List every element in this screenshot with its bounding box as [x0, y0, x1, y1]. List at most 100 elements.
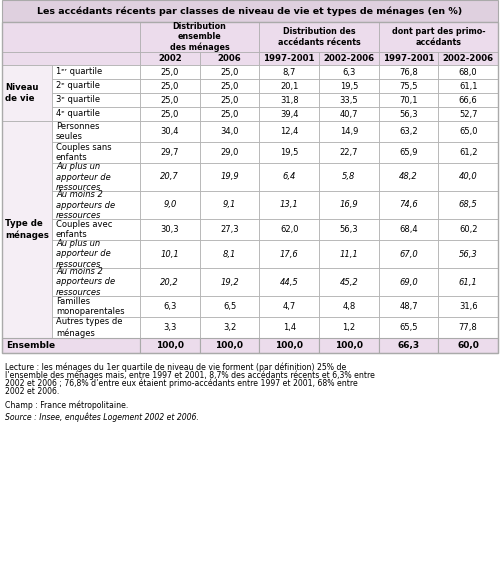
Bar: [260, 219, 319, 240]
Bar: [2, 338, 140, 353]
Text: 8,1: 8,1: [223, 249, 236, 259]
Text: 34,0: 34,0: [220, 127, 239, 136]
Bar: [378, 163, 438, 191]
Text: 4,8: 4,8: [342, 302, 355, 311]
Bar: [200, 219, 260, 240]
Bar: [260, 22, 378, 52]
Bar: [319, 317, 378, 338]
Bar: [200, 338, 260, 353]
Bar: [140, 142, 200, 163]
Bar: [52, 93, 140, 107]
Text: 68,5: 68,5: [459, 201, 477, 209]
Bar: [52, 317, 140, 338]
Text: 20,7: 20,7: [160, 172, 179, 181]
Bar: [378, 93, 438, 107]
Text: Personnes
seules: Personnes seules: [56, 122, 100, 141]
Bar: [200, 79, 260, 93]
Bar: [438, 107, 498, 121]
Text: 48,7: 48,7: [399, 302, 418, 311]
Text: 56,3: 56,3: [399, 109, 418, 119]
Text: Au plus un
apporteur de
ressources: Au plus un apporteur de ressources: [56, 162, 111, 192]
Bar: [260, 107, 319, 121]
Text: 40,7: 40,7: [340, 109, 358, 119]
Bar: [140, 79, 200, 93]
Text: 25,0: 25,0: [220, 109, 238, 119]
Bar: [200, 52, 260, 65]
Bar: [438, 52, 498, 65]
Text: 77,8: 77,8: [459, 323, 477, 332]
Bar: [438, 296, 498, 317]
Text: 31,8: 31,8: [280, 95, 298, 104]
Bar: [2, 52, 140, 65]
Text: 39,4: 39,4: [280, 109, 298, 119]
Bar: [52, 296, 140, 317]
Text: 75,5: 75,5: [399, 82, 417, 91]
Bar: [260, 296, 319, 317]
Text: 1997-2001: 1997-2001: [264, 54, 315, 63]
Bar: [52, 219, 140, 240]
Bar: [438, 65, 498, 79]
Text: 16,9: 16,9: [340, 201, 358, 209]
Text: 100,0: 100,0: [156, 341, 184, 350]
Bar: [378, 191, 438, 219]
Text: Ensemble: Ensemble: [6, 341, 55, 350]
Text: 66,6: 66,6: [459, 95, 477, 104]
Bar: [378, 268, 438, 296]
Bar: [2, 0, 498, 22]
Text: 2002 et 2006.: 2002 et 2006.: [5, 387, 60, 396]
Text: 62,0: 62,0: [280, 225, 298, 234]
Text: Champ : France métropolitaine.: Champ : France métropolitaine.: [5, 400, 128, 409]
Text: 61,1: 61,1: [459, 277, 477, 286]
Bar: [378, 52, 438, 65]
Text: l’ensemble des ménages mais, entre 1997 et 2001, 8,7% des accédants récents et 6: l’ensemble des ménages mais, entre 1997 …: [5, 370, 375, 380]
Bar: [378, 338, 438, 353]
Bar: [438, 142, 498, 163]
Bar: [319, 93, 378, 107]
Text: Couples avec
enfants: Couples avec enfants: [56, 220, 112, 239]
Text: 19,9: 19,9: [220, 172, 239, 181]
Text: 17,6: 17,6: [280, 249, 298, 259]
Text: 25,0: 25,0: [160, 95, 179, 104]
Bar: [140, 107, 200, 121]
Bar: [319, 142, 378, 163]
Text: dont part des primo-
accédants: dont part des primo- accédants: [392, 27, 485, 46]
Bar: [438, 240, 498, 268]
Bar: [140, 296, 200, 317]
Text: 70,1: 70,1: [399, 95, 417, 104]
Text: 1,4: 1,4: [282, 323, 296, 332]
Bar: [52, 191, 140, 219]
Bar: [260, 163, 319, 191]
Bar: [140, 338, 200, 353]
Text: 4,7: 4,7: [282, 302, 296, 311]
Bar: [438, 79, 498, 93]
Bar: [52, 268, 140, 296]
Bar: [260, 338, 319, 353]
Text: 19,5: 19,5: [280, 148, 298, 157]
Bar: [378, 142, 438, 163]
Text: Les accédants récents par classes de niveau de vie et types de ménages (en %): Les accédants récents par classes de niv…: [38, 6, 463, 16]
Bar: [200, 93, 260, 107]
Text: Niveau
de vie: Niveau de vie: [5, 83, 38, 103]
Text: 2002: 2002: [158, 54, 182, 63]
Text: 65,5: 65,5: [399, 323, 417, 332]
Text: Au plus un
apporteur de
ressources: Au plus un apporteur de ressources: [56, 239, 111, 269]
Text: Au moins 2
apporteurs de
ressources: Au moins 2 apporteurs de ressources: [56, 267, 115, 297]
Text: 3,2: 3,2: [223, 323, 236, 332]
Bar: [319, 79, 378, 93]
Bar: [319, 121, 378, 142]
Text: 25,0: 25,0: [160, 82, 179, 91]
Text: 25,0: 25,0: [220, 67, 238, 77]
Bar: [2, 22, 140, 52]
Text: 6,3: 6,3: [163, 302, 176, 311]
Text: 2002-2006: 2002-2006: [442, 54, 494, 63]
Text: 69,0: 69,0: [399, 277, 418, 286]
Text: 12,4: 12,4: [280, 127, 298, 136]
Text: 25,0: 25,0: [160, 67, 179, 77]
Text: 48,2: 48,2: [399, 172, 418, 181]
Text: 25,0: 25,0: [220, 95, 238, 104]
Bar: [319, 219, 378, 240]
Bar: [52, 121, 140, 142]
Text: 45,2: 45,2: [340, 277, 358, 286]
Text: 68,0: 68,0: [459, 67, 477, 77]
Text: 10,1: 10,1: [160, 249, 179, 259]
